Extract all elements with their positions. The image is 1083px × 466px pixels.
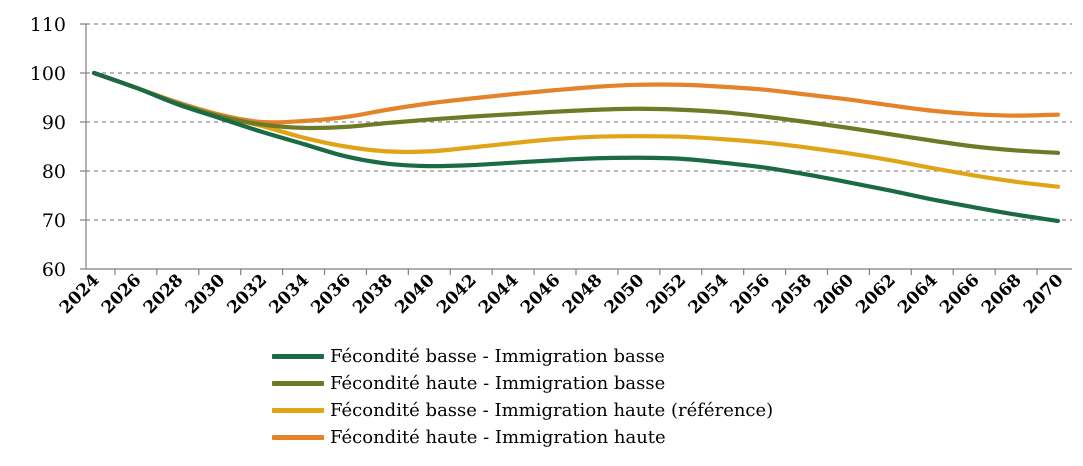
x-tick-label: 2060 — [810, 270, 858, 318]
legend-item: Fécondité haute - Immigration haute — [272, 424, 773, 451]
x-tick-label: 2038 — [349, 270, 397, 318]
legend-swatch — [272, 354, 324, 359]
legend-label: Fécondité basse - Immigration basse — [330, 346, 665, 367]
legend-label: Fécondité basse - Immigration haute (réf… — [330, 400, 774, 421]
y-tick-labels: 60 70 80 90 100 110 — [30, 14, 66, 281]
x-tick-label: 2066 — [936, 270, 984, 318]
x-tick-label: 2064 — [894, 270, 942, 318]
legend-item: Fécondité basse - Immigration basse — [272, 343, 773, 370]
legend-label: Fécondité haute - Immigration haute — [330, 427, 666, 448]
x-tick-label: 2030 — [182, 270, 230, 318]
series-lines — [91, 70, 1061, 224]
line-chart: 60 70 80 90 100 110 2024202620282030203220342… — [30, 14, 1072, 318]
y-tick-label: 110 — [30, 14, 66, 36]
series-line — [91, 70, 1061, 155]
legend-swatch — [272, 408, 324, 413]
x-tick-label: 2040 — [391, 270, 439, 318]
x-tick-label: 2068 — [978, 270, 1026, 318]
y-tick-label: 80 — [42, 161, 66, 183]
x-tick-label: 2058 — [768, 270, 816, 318]
legend-item: Fécondité haute - Immigration basse — [272, 370, 773, 397]
x-tick-label: 2048 — [559, 270, 607, 318]
x-tick-label: 2054 — [685, 270, 733, 318]
x-tick-label: 2050 — [601, 270, 649, 318]
x-tick-label: 2044 — [475, 270, 523, 318]
x-tick-labels: 2024202620282030203220342036203820402042… — [56, 270, 1068, 318]
y-tick-label: 70 — [42, 210, 66, 232]
series-line — [91, 70, 1061, 224]
x-tick-label: 2062 — [852, 270, 900, 318]
x-tick-label: 2070 — [1020, 270, 1068, 318]
legend-item: Fécondité basse - Immigration haute (réf… — [272, 397, 773, 424]
chart-legend: Fécondité basse - Immigration basse Féco… — [272, 343, 773, 451]
x-tick-label: 2036 — [307, 270, 355, 318]
legend-swatch — [272, 435, 324, 440]
x-tick-label: 2046 — [517, 270, 565, 318]
y-tick-label: 60 — [42, 259, 66, 281]
y-tick-label: 100 — [30, 63, 66, 85]
x-tick-label: 2026 — [98, 270, 146, 318]
legend-swatch — [272, 381, 324, 386]
x-tick-label: 2042 — [433, 270, 481, 318]
legend-label: Fécondité haute - Immigration basse — [330, 373, 666, 394]
x-tick-label: 2032 — [224, 270, 272, 318]
x-tick-label: 2028 — [140, 270, 188, 318]
x-tick-label: 2034 — [265, 270, 313, 318]
y-tick-label: 90 — [42, 112, 66, 134]
x-tick-label: 2056 — [727, 270, 775, 318]
series-line — [91, 70, 1061, 125]
axes — [80, 23, 1072, 275]
x-tick-label: 2052 — [643, 270, 691, 318]
